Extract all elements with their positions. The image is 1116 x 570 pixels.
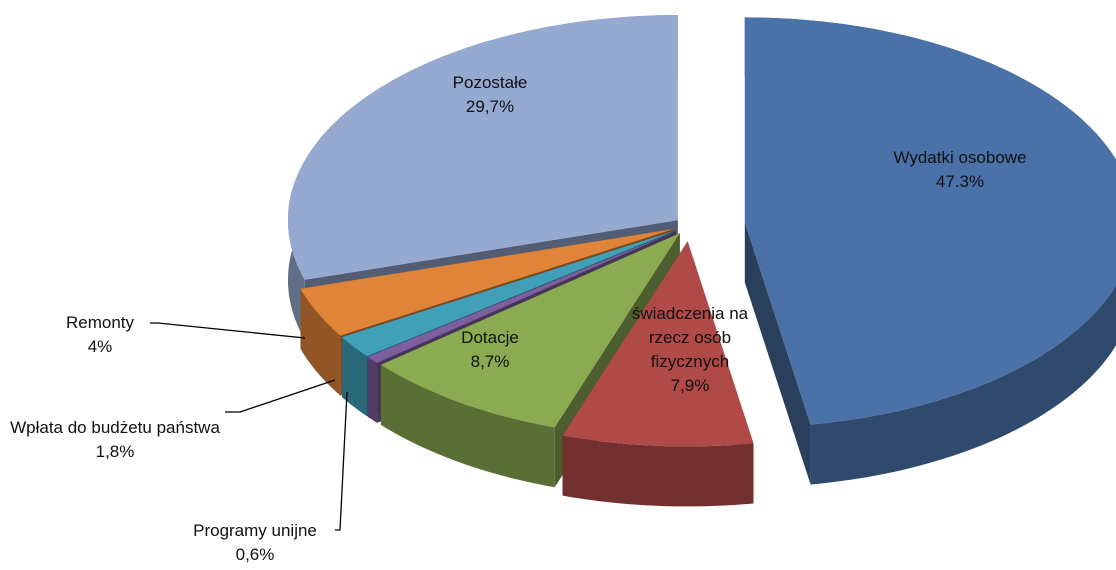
category-label: Wpłata do budżetu państwa xyxy=(10,418,220,437)
value-label: 8,7% xyxy=(470,352,510,371)
slice-outer-wall xyxy=(300,288,341,396)
slice-label: świadczenia na rzecz osób fizycznych 7,9% xyxy=(631,302,749,398)
slice xyxy=(342,230,676,357)
value-label: 1,8% xyxy=(95,442,135,461)
category-label: Remonty xyxy=(65,313,135,332)
slice xyxy=(367,231,676,363)
slice xyxy=(288,15,678,280)
leader-line xyxy=(225,379,336,413)
category-label: Pozostałe xyxy=(452,73,528,92)
slice-label: Wydatki osobowe 47.3% xyxy=(850,146,1070,194)
slice-tops xyxy=(288,15,1116,447)
slice-wall xyxy=(744,222,811,485)
slice xyxy=(300,229,674,336)
value-label: 0,6% xyxy=(235,545,275,564)
leader-line xyxy=(335,391,348,531)
slice-outer-wall xyxy=(367,356,378,423)
value-label: 4% xyxy=(87,337,113,356)
value-label: 7,9% xyxy=(670,376,710,395)
slice xyxy=(562,241,754,447)
slice-label: Remonty 4% xyxy=(20,311,180,359)
category-label: Programy unijne xyxy=(193,521,317,540)
slice-label: Wpłata do budżetu państwa 1,8% xyxy=(5,416,225,464)
value-label: 29,7% xyxy=(465,97,515,116)
slice xyxy=(380,233,680,428)
category-label: świadczenia na rzecz osób fizycznych xyxy=(631,304,749,371)
leader-lines xyxy=(150,322,348,531)
value-label: 47.3% xyxy=(935,172,985,191)
slice-label: Dotacje 8,7% xyxy=(410,326,570,374)
slice-outer-wall xyxy=(342,337,367,417)
slice-wall xyxy=(300,229,674,349)
slice xyxy=(744,17,1116,425)
leader-line xyxy=(150,322,306,339)
category-label: Wydatki osobowe xyxy=(893,148,1027,167)
slice-label: Pozostałe 29,7% xyxy=(410,71,570,119)
category-label: Dotacje xyxy=(461,328,519,347)
slice-outer-wall xyxy=(562,435,754,507)
slice-label: Programy unijne 0,6% xyxy=(145,519,365,567)
slice-outer-wall xyxy=(380,364,555,488)
